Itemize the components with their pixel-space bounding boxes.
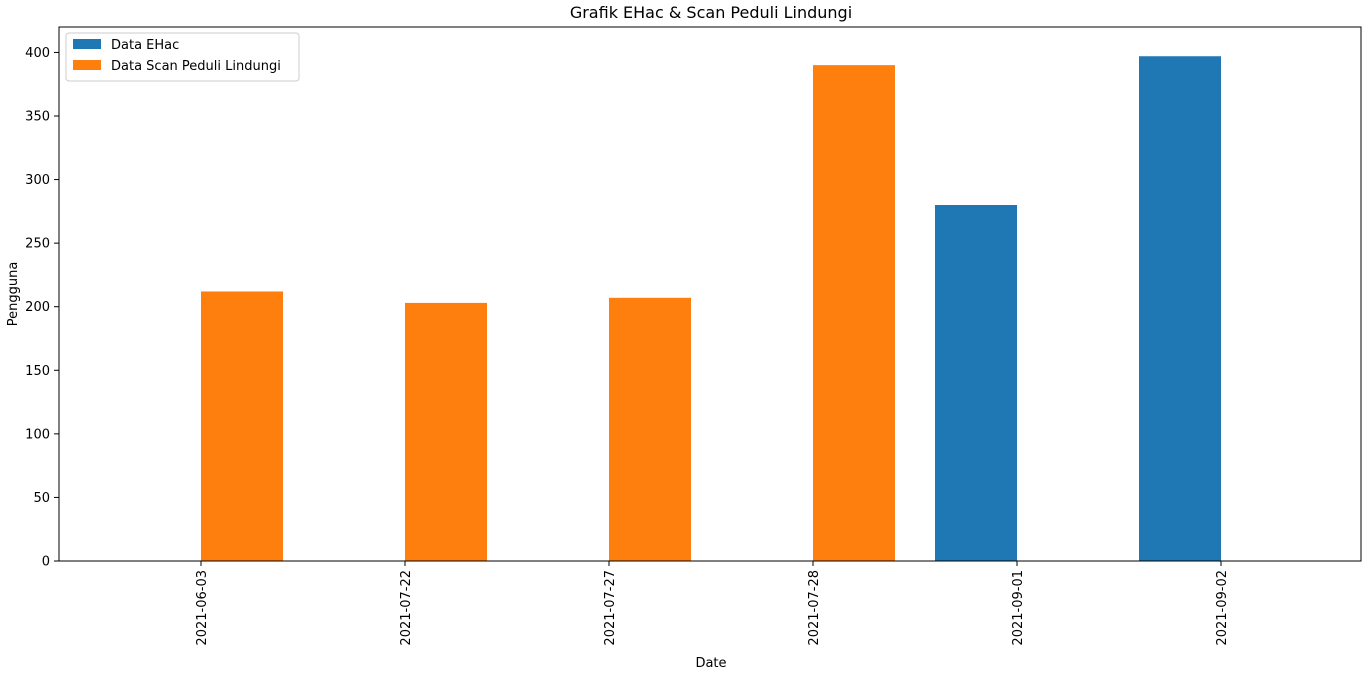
x-tick-label: 2021-06-03 bbox=[195, 570, 210, 646]
legend-label: Data Scan Peduli Lindungi bbox=[111, 59, 281, 74]
x-tick-label: 2021-09-01 bbox=[1011, 570, 1026, 646]
y-tick-label: 350 bbox=[25, 110, 50, 125]
legend-label: Data EHac bbox=[111, 38, 179, 53]
bar-scan-2021-07-22 bbox=[405, 302, 487, 561]
y-tick-label: 250 bbox=[25, 237, 50, 252]
y-tick-label: 300 bbox=[25, 173, 50, 188]
x-tick-label: 2021-07-27 bbox=[603, 570, 618, 646]
bar-ehac-2021-09-01 bbox=[935, 205, 1017, 561]
y-tick-label: 100 bbox=[25, 427, 50, 442]
x-tick-label: 2021-07-28 bbox=[807, 570, 822, 646]
bar-scan-2021-06-03 bbox=[201, 291, 283, 561]
bar-ehac-2021-09-02 bbox=[1139, 56, 1221, 561]
y-tick-label: 400 bbox=[25, 46, 50, 61]
chart-title: Grafik EHac & Scan Peduli Lindungi bbox=[570, 3, 852, 22]
x-tick-label: 2021-07-22 bbox=[399, 570, 414, 646]
y-tick-label: 150 bbox=[25, 364, 50, 379]
x-axis: 2021-06-03 2021-07-22 2021-07-27 2021-07-28… bbox=[195, 561, 1230, 646]
plot-frame bbox=[58, 26, 1362, 562]
bar-scan-2021-07-27 bbox=[609, 297, 691, 561]
x-axis-label: Date bbox=[695, 656, 726, 671]
bar-scan-2021-07-28 bbox=[813, 65, 895, 562]
legend-box bbox=[65, 32, 300, 82]
y-axis-label: Pengguna bbox=[6, 262, 21, 327]
legend-swatch bbox=[73, 60, 101, 70]
x-tick-label: 2021-09-02 bbox=[1215, 570, 1230, 646]
y-tick-label: 200 bbox=[25, 300, 50, 315]
legend: Data EHac Data Scan Peduli Lindungi bbox=[65, 32, 300, 82]
y-tick-label: 0 bbox=[42, 555, 50, 570]
bars-group bbox=[201, 56, 1221, 562]
y-tick-label: 50 bbox=[33, 491, 50, 506]
legend-swatch bbox=[73, 39, 101, 49]
y-axis: 0 50 100 150 200 250 300 350 400 bbox=[25, 46, 59, 570]
